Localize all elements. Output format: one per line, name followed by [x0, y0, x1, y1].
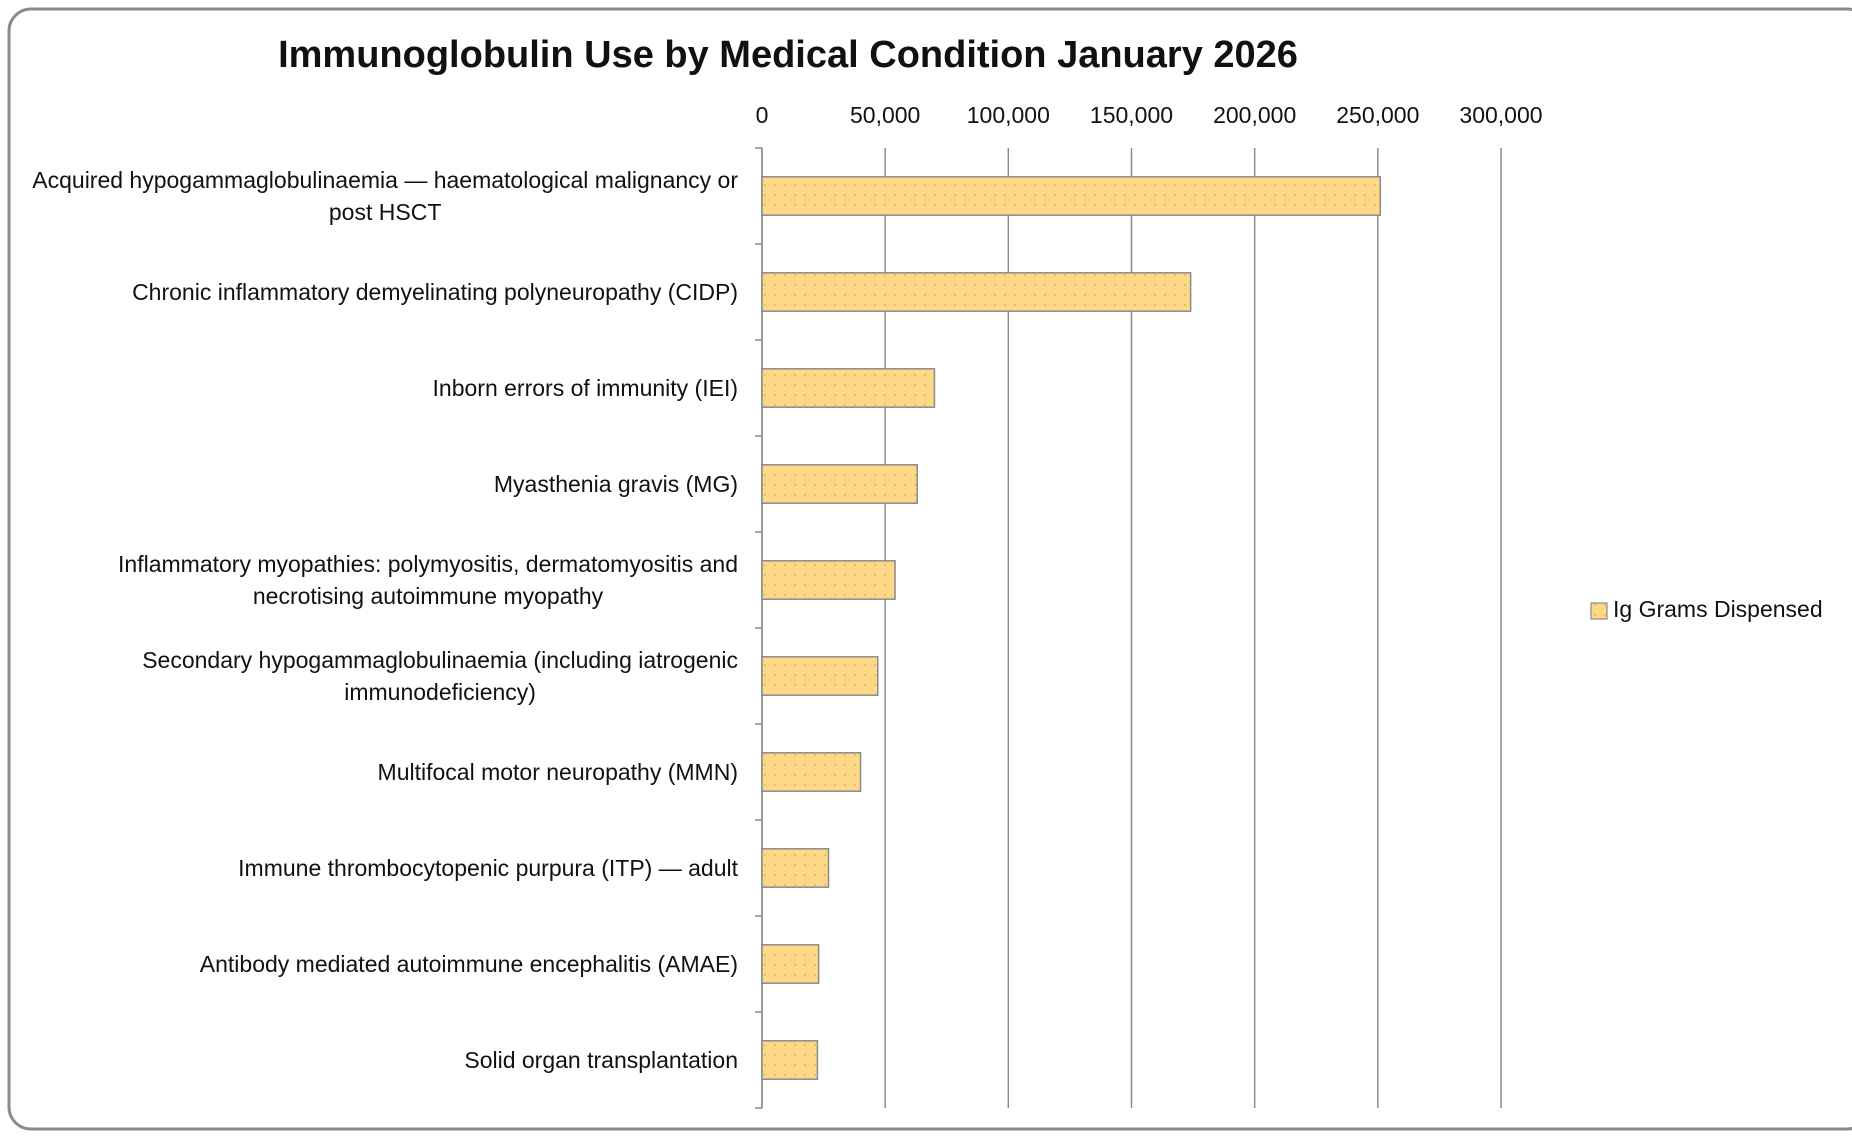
bar	[761, 560, 896, 600]
y-tick-label: Chronic inflammatory demyelinating polyn…	[132, 279, 738, 305]
y-tick-label: Immune thrombocytopenic purpura (ITP) — …	[238, 855, 738, 881]
y-tick-label: Multifocal motor neuropathy (MMN)	[378, 759, 738, 785]
legend-label: Ig Grams Dispensed	[1613, 596, 1823, 622]
x-tick-label: 50,000	[850, 102, 920, 128]
x-tick-label: 150,000	[1090, 102, 1173, 128]
x-tick-label: 0	[756, 102, 769, 128]
bar	[761, 464, 918, 504]
y-tick-label: Acquired hypogammaglobulinaemia — haemat…	[32, 167, 738, 225]
y-tick-label: Inflammatory myopathies: polymyositis, d…	[118, 551, 738, 609]
bar	[761, 272, 1192, 312]
x-tick-label: 100,000	[967, 102, 1050, 128]
bar	[761, 944, 820, 984]
y-tick-label: Myasthenia gravis (MG)	[494, 471, 738, 497]
bar	[761, 1040, 819, 1080]
bar	[761, 752, 862, 792]
y-tick-label: Antibody mediated autoimmune encephaliti…	[200, 951, 738, 977]
y-tick-label: Solid organ transplantation	[464, 1047, 738, 1073]
bar	[761, 848, 830, 888]
x-tick-label: 200,000	[1213, 102, 1296, 128]
bar	[761, 176, 1382, 216]
bar	[761, 368, 936, 408]
y-tick-label: Inborn errors of immunity (IEI)	[433, 375, 738, 401]
chart-title: Immunoglobulin Use by Medical Condition …	[278, 34, 1298, 76]
x-tick-label: 300,000	[1459, 102, 1542, 128]
chart-border	[7, 7, 1852, 1131]
bar	[761, 656, 879, 696]
y-tick-label: Secondary hypogammaglobulinaemia (includ…	[142, 647, 738, 705]
legend-swatch	[1590, 602, 1608, 620]
x-tick-label: 250,000	[1336, 102, 1419, 128]
